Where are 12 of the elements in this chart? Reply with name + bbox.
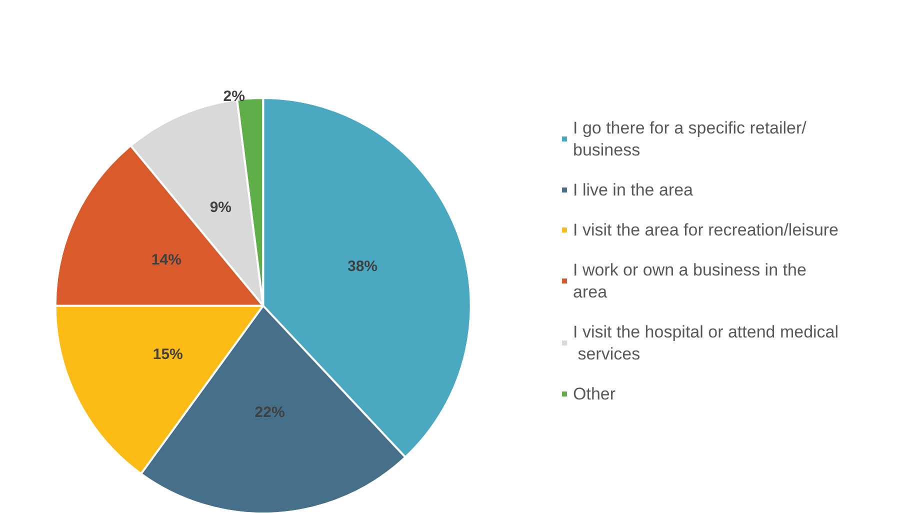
data-label: 15% — [152, 346, 183, 363]
legend-label: I visit the hospital or attend medical services — [573, 322, 839, 364]
legend-label: Other — [573, 384, 616, 404]
data-label: 14% — [151, 252, 182, 269]
data-label: 9% — [210, 199, 232, 216]
data-label: 2% — [223, 88, 245, 105]
data-label: 38% — [347, 258, 378, 275]
data-label: 22% — [254, 404, 285, 421]
legend-label: I live in the area — [573, 180, 694, 200]
legend-label: I work or own a business in the area — [573, 260, 812, 302]
legend-label: I visit the area for recreation/leisure — [573, 220, 839, 240]
legend-label: I go there for a specific retailer/business — [573, 118, 807, 160]
